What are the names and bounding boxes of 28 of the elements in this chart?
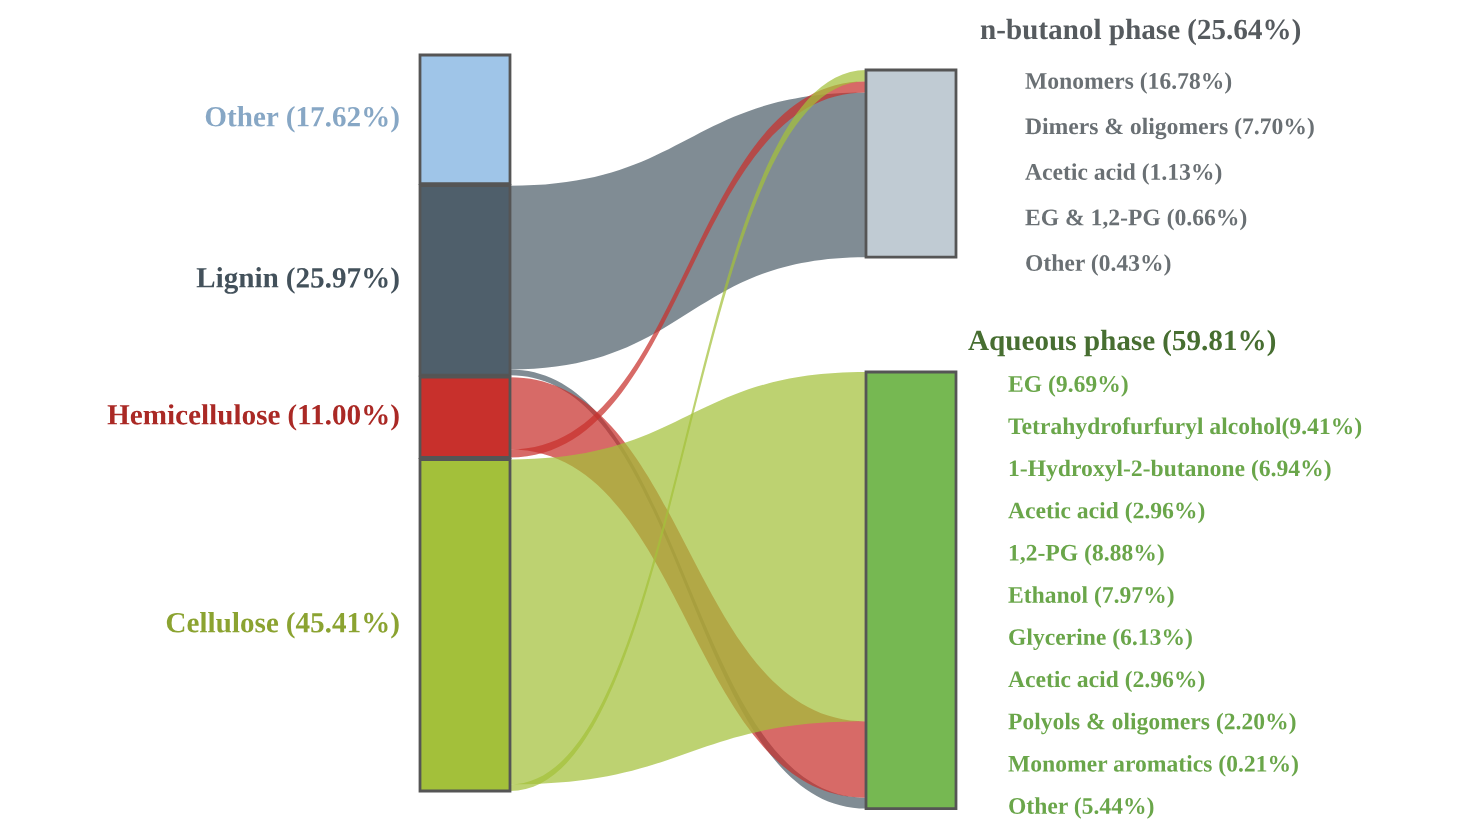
category-label: Other (0.43%): [1026, 254, 1171, 276]
category-label: Monomer aromatics (0.21%): [1008, 755, 1298, 777]
category-label: 1,2-PG (8.88%): [1009, 544, 1164, 566]
category-label: Acetic acid (1.13%): [1025, 163, 1222, 185]
data-label: (45.41%): [287, 612, 399, 639]
category-label: Hemicellulose: [107, 404, 280, 425]
data-label: (25.97%): [287, 267, 399, 294]
category-label: Acetic acid (2.96%): [1008, 670, 1205, 693]
category-label: Dimers & oligomers (7.70%): [1025, 117, 1314, 140]
category-label: EG & 1,2-PG (0.66%): [1025, 208, 1247, 231]
category-label: Ethanol (7.97%): [1008, 586, 1174, 608]
category-label: EG (9.69%): [1008, 375, 1128, 397]
category-label: Other (5.44%): [1009, 797, 1154, 819]
category-label: Glycerine (6.13%): [1009, 628, 1192, 650]
category-label: Other: [205, 106, 279, 127]
category-label: n-butanol phase: [980, 18, 1180, 46]
category-label: Cellulose: [166, 612, 279, 633]
category-label: Aqueous phase: [968, 329, 1155, 357]
category-label: Lignin: [196, 267, 279, 294]
category-label: Tetrahydrofurfuryl alcohol(9.41%): [1008, 417, 1362, 440]
data-label: (59.81%): [1163, 329, 1276, 357]
category-label: Polyols & oligomers (2.20%): [1008, 712, 1296, 735]
category-label: 1-Hydroxyl-2-butanone (6.94%): [1009, 459, 1331, 482]
category-label: Acetic acid (2.96%): [1008, 501, 1205, 524]
data-label: (17.62%): [287, 106, 399, 133]
category-label: Monomers (16.78%): [1025, 72, 1232, 94]
data-label: (25.64%): [1188, 18, 1301, 46]
data-label: (11.00%): [288, 404, 399, 431]
